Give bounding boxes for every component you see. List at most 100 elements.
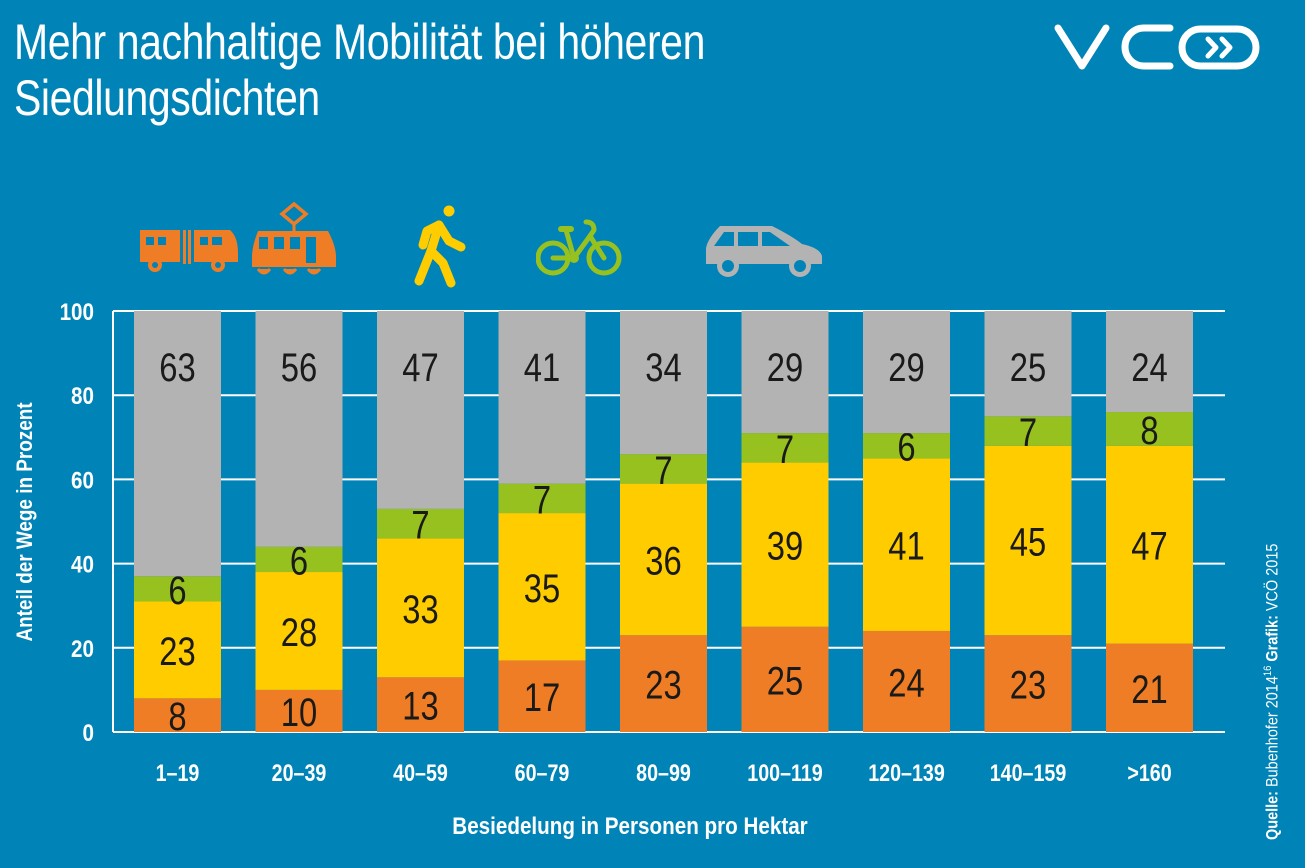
source-credit: Quelle: Bubenhofer 201416 Grafik: VCÖ 20… bbox=[1262, 491, 1283, 840]
data-label: 41 bbox=[888, 524, 924, 569]
y-tick-label: 100 bbox=[60, 299, 94, 326]
tram-icon bbox=[252, 201, 336, 275]
bars: 8236631028656133374717357412336734253972… bbox=[134, 311, 1193, 739]
data-label: 7 bbox=[533, 477, 551, 522]
bar-segment bbox=[255, 689, 343, 732]
data-label: 63 bbox=[159, 345, 195, 390]
bar-segment bbox=[255, 572, 343, 690]
data-label: 13 bbox=[402, 684, 438, 729]
bar-segment bbox=[377, 538, 464, 678]
data-label: 29 bbox=[767, 345, 803, 390]
bar-segment bbox=[377, 311, 464, 509]
bar-stack: 8 23 6 63 bbox=[134, 311, 221, 739]
bar-segment bbox=[984, 311, 1072, 417]
data-label: 7 bbox=[776, 427, 794, 472]
bar-segment bbox=[620, 483, 707, 636]
bar-segment bbox=[498, 513, 586, 661]
data-label: 7 bbox=[1019, 410, 1037, 455]
data-label: 25 bbox=[1010, 345, 1046, 390]
bar-segment bbox=[863, 458, 950, 631]
title-line-1: Mehr nachhaltige Mobilität bei höheren bbox=[14, 14, 705, 70]
bar-segment bbox=[1106, 643, 1193, 732]
source-label: Quelle: bbox=[1262, 791, 1282, 840]
data-label: 36 bbox=[645, 538, 681, 583]
data-label: 25 bbox=[767, 658, 803, 703]
data-label: 41 bbox=[524, 345, 560, 390]
bar-stack: 17 35 7 41 bbox=[498, 311, 586, 732]
y-tick-label: 20 bbox=[71, 635, 94, 662]
bar-stack: 23 36 7 34 bbox=[620, 311, 707, 732]
y-axis-label: Anteil der Wege in Prozent bbox=[13, 402, 38, 641]
bar-segment bbox=[498, 483, 586, 514]
grafik-label: Grafik: bbox=[1262, 615, 1282, 662]
chart-title: Mehr nachhaltige Mobilität bei höheren S… bbox=[14, 14, 705, 126]
data-label: 21 bbox=[1131, 667, 1167, 712]
bar-segment bbox=[1106, 412, 1193, 446]
x-axis-label: Besiedelung in Personen pro Hektar bbox=[452, 813, 808, 840]
y-tick-label: 40 bbox=[71, 551, 94, 578]
vco-logo bbox=[1054, 24, 1260, 70]
bar-stack: 25 39 7 29 bbox=[741, 311, 829, 732]
bar-segment bbox=[134, 698, 221, 732]
data-label: 23 bbox=[645, 662, 681, 707]
data-label: 8 bbox=[1140, 408, 1158, 453]
y-axis-ticks: 0 20 40 60 80 100 bbox=[60, 299, 94, 747]
bicycle-icon bbox=[536, 219, 622, 276]
x-tick-label: 40–59 bbox=[393, 759, 448, 786]
bus-icon bbox=[140, 230, 238, 272]
data-label: 47 bbox=[402, 345, 438, 390]
bar-segment bbox=[498, 660, 586, 732]
title-line-2: Siedlungsdichten bbox=[14, 70, 320, 126]
y-tick-label: 60 bbox=[71, 467, 94, 494]
bar-segment bbox=[863, 630, 950, 732]
bar-segment bbox=[255, 311, 343, 547]
x-tick-label: 120–139 bbox=[868, 759, 945, 786]
x-tick-label: 60–79 bbox=[515, 759, 570, 786]
bar-segment bbox=[134, 311, 221, 577]
bar-segment bbox=[377, 508, 464, 539]
bar-segment bbox=[863, 433, 950, 459]
bar-segment bbox=[498, 311, 586, 484]
source-text: Bubenhofer 2014 bbox=[1262, 676, 1282, 787]
source-footnote: 16 bbox=[1262, 665, 1274, 677]
bar-segment bbox=[741, 626, 829, 732]
bar-segment bbox=[1106, 445, 1193, 644]
data-label: 6 bbox=[168, 568, 186, 613]
bar-stack: 21 47 8 24 bbox=[1106, 311, 1193, 732]
bar-segment bbox=[620, 635, 707, 732]
data-label: 47 bbox=[1131, 524, 1167, 569]
data-label: 24 bbox=[888, 660, 924, 705]
bar-segment bbox=[741, 433, 829, 463]
data-label: 17 bbox=[524, 675, 560, 720]
data-label: 35 bbox=[524, 566, 560, 611]
car-icon bbox=[706, 226, 822, 277]
data-label: 33 bbox=[402, 587, 438, 632]
y-tick-label: 80 bbox=[71, 383, 94, 410]
data-label: 23 bbox=[1010, 662, 1046, 707]
bar-segment bbox=[741, 462, 829, 627]
x-tick-label: 140–159 bbox=[990, 759, 1067, 786]
bar-segment bbox=[134, 601, 221, 699]
bar-segment bbox=[134, 576, 221, 602]
bar-segment bbox=[620, 454, 707, 484]
data-label: 45 bbox=[1010, 519, 1046, 564]
bar-segment bbox=[741, 311, 829, 434]
pedestrian-icon bbox=[414, 205, 466, 288]
data-label: 39 bbox=[767, 524, 803, 569]
bar-segment bbox=[255, 546, 343, 573]
data-label: 29 bbox=[888, 345, 924, 390]
y-tick-label: 0 bbox=[83, 720, 94, 747]
x-tick-label: >160 bbox=[1127, 759, 1171, 786]
x-tick-label: 80–99 bbox=[636, 759, 691, 786]
bar-segment bbox=[377, 677, 464, 732]
data-label: 6 bbox=[290, 538, 308, 583]
data-label: 56 bbox=[281, 345, 317, 390]
data-label: 7 bbox=[411, 503, 429, 548]
x-tick-label: 1–19 bbox=[156, 759, 200, 786]
data-label: 8 bbox=[168, 694, 186, 739]
data-label: 10 bbox=[281, 690, 317, 735]
bar-stack: 10 28 6 56 bbox=[255, 311, 343, 735]
data-label: 28 bbox=[281, 610, 317, 655]
bar-segment bbox=[984, 635, 1072, 732]
bar-stack: 23 45 7 25 bbox=[984, 311, 1072, 732]
